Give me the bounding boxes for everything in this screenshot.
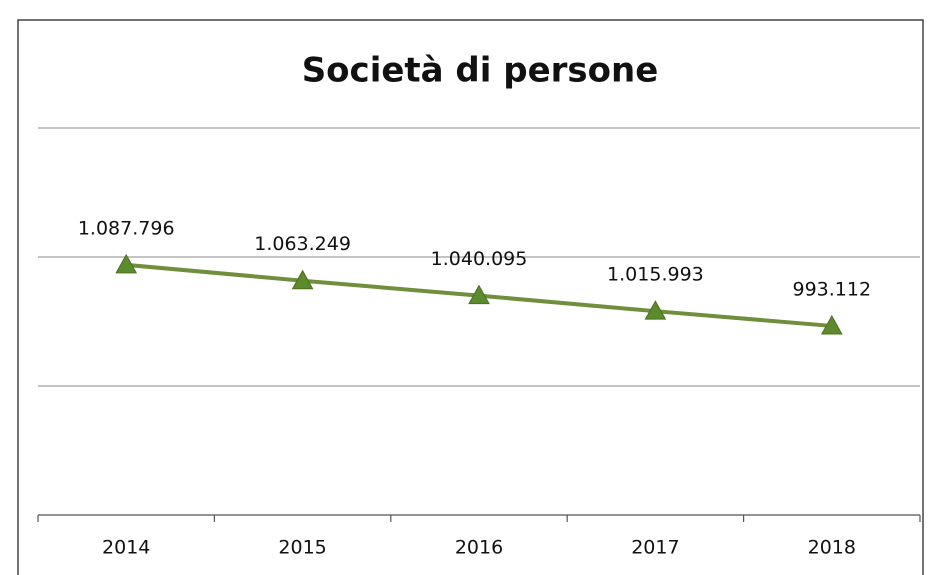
x-tick-label: 2014 bbox=[102, 537, 150, 559]
data-label: 1.040.095 bbox=[431, 248, 528, 270]
data-label: 1.063.249 bbox=[254, 233, 351, 255]
data-label: 1.015.993 bbox=[607, 264, 704, 286]
x-tick-label: 2015 bbox=[278, 537, 326, 559]
data-label: 993.112 bbox=[793, 278, 872, 300]
marker bbox=[644, 300, 667, 320]
marker bbox=[820, 314, 843, 335]
marker bbox=[291, 269, 314, 290]
marker bbox=[115, 253, 138, 274]
chart-frame bbox=[17, 19, 924, 575]
x-tick-label: 2016 bbox=[455, 537, 503, 559]
marker bbox=[468, 284, 490, 305]
data-label: 1.087.796 bbox=[78, 217, 175, 239]
x-tick-label: 2017 bbox=[631, 537, 679, 559]
chart-title: Società di persone bbox=[302, 51, 659, 91]
x-tick-label: 2018 bbox=[808, 537, 856, 559]
